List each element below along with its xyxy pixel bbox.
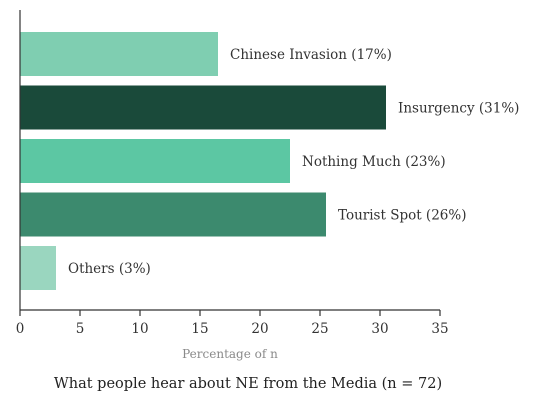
- data-label-chinese-invasion: Chinese Invasion (17%): [230, 47, 392, 63]
- x-tick-label: 10: [131, 321, 148, 337]
- bar-nothing-much: [20, 139, 290, 183]
- bar-insurgency: [20, 85, 386, 130]
- x-tick-label: 25: [311, 321, 328, 337]
- x-tick-label: 35: [431, 321, 448, 337]
- x-tick-label: 30: [371, 321, 388, 337]
- x-ticks-layer: 0 5 10 15 20 25 30 35: [16, 310, 449, 337]
- data-label-nothing-much: Nothing Much (23%): [302, 154, 446, 170]
- data-label-others: Others (3%): [68, 261, 151, 277]
- bars-layer: [20, 32, 386, 290]
- x-tick-label: 0: [16, 321, 25, 337]
- bar-others: [20, 246, 56, 290]
- x-tick-label: 5: [76, 321, 85, 337]
- x-tick-label: 15: [191, 321, 208, 337]
- data-labels-layer: Chinese Invasion (17%) Insurgency (31%) No…: [68, 47, 519, 277]
- bar-chinese-invasion: [20, 32, 218, 76]
- data-label-insurgency: Insurgency (31%): [398, 101, 519, 117]
- chart-title: What people hear about NE from the Media…: [54, 376, 442, 392]
- data-label-tourist-spot: Tourist Spot (26%): [338, 208, 466, 224]
- x-axis-label: Percentage of n: [182, 347, 278, 361]
- bar-tourist-spot: [20, 192, 326, 237]
- x-tick-label: 20: [251, 321, 268, 337]
